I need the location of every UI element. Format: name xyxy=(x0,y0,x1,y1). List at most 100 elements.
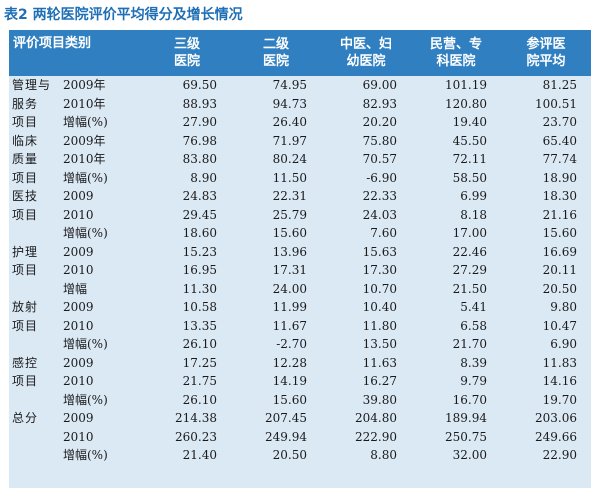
cell-value: 203.06 xyxy=(535,411,578,425)
cell-value: 20.20 xyxy=(362,115,398,129)
header-text: 幼医院 xyxy=(346,54,386,69)
cell-value: 204.80 xyxy=(355,411,398,425)
cell-value: 11.30 xyxy=(182,281,218,296)
cell-value: 15.60 xyxy=(272,226,308,240)
row-category xyxy=(9,280,61,299)
row-category: 服务 xyxy=(12,96,39,111)
cell-value: 18.60 xyxy=(182,226,218,240)
cell-value: 5.41 xyxy=(460,300,488,314)
table-row: 项目 2010 21.75 14.19 16.27 9.79 14.16 xyxy=(9,372,591,391)
header-column-3: 中医、妇 幼医院 xyxy=(321,30,411,76)
table-title: 表2 两轮医院评价平均得分及增长情况 xyxy=(4,7,243,23)
row-period: 2010 xyxy=(63,318,94,333)
score-table: 评价项目类别 三级 医院 二级 医院 中医、妇 幼医院 民营、专 科医院 参评医 院平均 管理与 20… xyxy=(9,30,592,465)
table-row: 护理 2009 15.23 13.96 15.63 22.46 16.69 xyxy=(9,243,591,262)
cell-value: 94.73 xyxy=(272,96,308,111)
row-category: 项目 xyxy=(12,170,39,185)
cell-value: 100.51 xyxy=(535,96,578,111)
cell-value: 6.99 xyxy=(460,189,488,203)
cell-value: 6.58 xyxy=(460,318,488,333)
cell-value: 13.96 xyxy=(272,244,308,259)
cell-value: 29.45 xyxy=(182,207,218,222)
header-column-1: 三级 医院 xyxy=(143,30,231,76)
header-text: 医院 xyxy=(263,54,290,69)
cell-value: 249.94 xyxy=(265,429,308,444)
row-category xyxy=(9,391,61,410)
table-row: 总分 2009 214.38 207.45 204.80 189.94 203.06 xyxy=(9,409,591,428)
cell-value: 25.79 xyxy=(272,207,308,222)
cell-value: 189.94 xyxy=(445,411,488,425)
cell-value: 10.58 xyxy=(182,300,218,314)
cell-value: 6.90 xyxy=(550,337,578,351)
cell-value: 101.19 xyxy=(445,78,488,92)
cell-value: 12.28 xyxy=(272,355,308,370)
cell-value: -2.70 xyxy=(276,337,308,351)
header-row: 评价项目类别 三级 医院 二级 医院 中医、妇 幼医院 民营、专 科医院 参评医 院平均 xyxy=(9,30,592,76)
table-row: 项目 增幅(%) 27.90 26.40 20.20 19.40 23.70 xyxy=(9,113,591,132)
cell-value: 249.66 xyxy=(535,429,578,444)
cell-value: 20.50 xyxy=(272,448,308,462)
cell-value: 27.29 xyxy=(452,263,488,277)
cell-value: 70.57 xyxy=(362,152,398,166)
cell-value: 26.10 xyxy=(182,337,218,351)
cell-value: 10.70 xyxy=(362,281,398,296)
cell-value: 19.70 xyxy=(542,392,578,407)
cell-value: 58.50 xyxy=(452,170,488,185)
cell-value: 22.33 xyxy=(362,189,398,203)
row-period: 2009 xyxy=(63,189,94,203)
cell-value: 24.00 xyxy=(272,281,308,296)
cell-value: 222.90 xyxy=(355,429,398,444)
row-period: 2009年 xyxy=(63,133,106,148)
cell-value: 11.50 xyxy=(272,170,308,185)
cell-value: 21.50 xyxy=(452,281,488,296)
header-text: 科医院 xyxy=(436,54,476,69)
cell-value: 20.11 xyxy=(542,263,578,277)
cell-value: 16.95 xyxy=(182,263,218,277)
cell-value: 18.30 xyxy=(542,189,578,203)
row-category: 感控 xyxy=(12,355,39,370)
cell-value: 13.50 xyxy=(362,337,398,351)
cell-value: 15.60 xyxy=(542,226,578,240)
table-row: 增幅(%) 26.10 -2.70 13.50 21.70 6.90 xyxy=(9,335,591,354)
row-category: 项目 xyxy=(12,318,39,333)
row-period: 2009 xyxy=(63,355,94,370)
row-period: 增幅(%) xyxy=(63,448,108,462)
cell-value: 11.83 xyxy=(542,355,578,370)
cell-value: 15.23 xyxy=(182,244,218,259)
row-category: 项目 xyxy=(12,207,39,222)
row-category: 项目 xyxy=(12,115,39,129)
cell-value: 19.40 xyxy=(452,115,488,129)
row-category xyxy=(9,224,61,243)
row-period: 2010 xyxy=(63,374,94,388)
row-period: 2010年 xyxy=(63,96,106,111)
row-period: 2009 xyxy=(63,300,94,314)
table-row: 质量 2010年 83.80 80.24 70.57 72.11 77.74 xyxy=(9,150,591,169)
table-row: 临床 2009年 76.98 71.97 75.80 45.50 65.40 xyxy=(9,132,591,151)
cell-value: 45.50 xyxy=(452,133,488,148)
cell-value: 16.27 xyxy=(362,374,398,388)
row-period: 2010 xyxy=(63,207,94,222)
row-period: 2009 xyxy=(63,244,94,259)
table-row: 增幅 11.30 24.00 10.70 21.50 20.50 xyxy=(9,280,591,299)
cell-value: 72.11 xyxy=(452,152,488,166)
cell-value: 21.75 xyxy=(182,374,218,388)
row-period: 增幅(%) xyxy=(63,392,108,407)
cell-value: 81.25 xyxy=(542,78,578,92)
cell-value: 82.93 xyxy=(362,96,398,111)
table-row: 增幅(%) 26.10 15.60 39.80 16.70 19.70 xyxy=(9,391,591,410)
row-category: 临床 xyxy=(12,133,39,148)
cell-value: 11.80 xyxy=(362,318,398,333)
row-period: 增幅 xyxy=(63,281,88,296)
table-row: 医技 2009 24.83 22.31 22.33 6.99 18.30 xyxy=(9,187,591,206)
cell-value: 22.46 xyxy=(452,244,488,259)
cell-value: 214.38 xyxy=(175,411,218,425)
score-table-container: 评价项目类别 三级 医院 二级 医院 中医、妇 幼医院 民营、专 科医院 参评医 院平均 管理与 20… xyxy=(9,30,592,488)
header-text: 二级 xyxy=(263,37,290,52)
row-period: 2010 xyxy=(63,429,94,444)
table-row: 项目 增幅(%) 8.90 11.50 -6.90 58.50 18.90 xyxy=(9,169,591,188)
row-category: 质量 xyxy=(12,152,39,166)
header-text: 评价项目类别 xyxy=(13,36,92,51)
header-category: 评价项目类别 xyxy=(9,30,143,76)
table-row: 感控 2009 17.25 12.28 11.63 8.39 11.83 xyxy=(9,354,591,373)
cell-value: 32.00 xyxy=(452,448,488,462)
